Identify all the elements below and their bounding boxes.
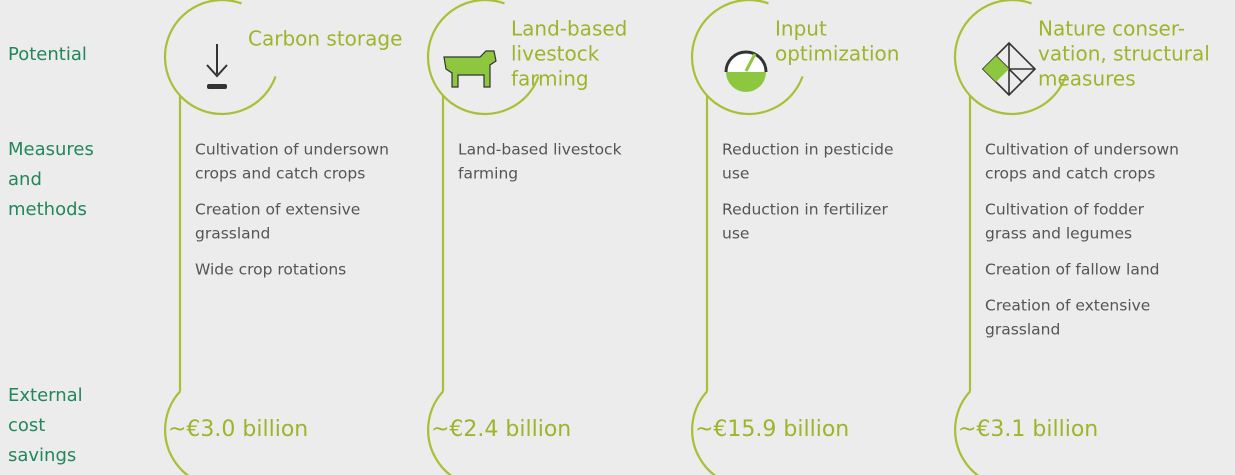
top-ring [690,0,804,116]
icon-cow [443,50,497,88]
row-label: methods [8,199,87,220]
icon-nature [981,41,1037,97]
column-title: optimization [775,42,899,66]
icon-cow-body [443,50,497,88]
icon-needle [744,53,757,72]
bottom-ring [691,390,717,475]
row-label: Measures [8,139,94,160]
measure: Wide crop rotations [195,261,346,279]
top-ring [426,0,540,116]
row-label: Potential [8,44,87,65]
column-title: farming [511,67,589,91]
measure: Creation of extensive [195,201,360,219]
measure: Reduction in fertilizer [722,201,889,219]
savings: ~€2.4 billion [431,417,571,442]
measure: farming [458,165,518,183]
row-label: and [8,169,42,190]
column-title: measures [1038,67,1136,91]
measure: grass and legumes [985,225,1132,243]
measure: grassland [195,225,270,243]
column-title: Nature conser- [1038,17,1185,41]
icon-carbon [206,44,228,89]
bottom-ring [427,390,453,475]
column-title: Land-based [511,17,627,41]
icon-gauge [724,50,768,92]
top-ring [953,0,1067,116]
column-title: vation, structural [1038,42,1210,66]
savings: ~€3.1 billion [958,417,1098,442]
measure: Creation of extensive [985,297,1150,315]
measure: Cultivation of fodder [985,201,1145,219]
savings: ~€15.9 billion [695,417,849,442]
icon-gauge-bottom [726,72,766,92]
measure: crops and catch crops [985,165,1155,183]
measure: Cultivation of undersown [985,141,1179,159]
row-label: cost [8,415,45,436]
savings: ~€3.0 billion [168,417,308,442]
column-title: Input [775,17,827,41]
bottom-ring [954,390,980,475]
measure: use [722,165,749,183]
measure: Creation of fallow land [985,261,1160,279]
bottom-ring [164,390,190,475]
icon-leaf [983,56,1009,82]
measure: Cultivation of undersown [195,141,389,159]
measure: use [722,225,749,243]
icon-gauge-top [724,50,768,73]
row-label: External [8,385,83,406]
measure: Reduction in pesticide [722,141,894,159]
top-ring [163,0,277,116]
measure: Land-based livestock [458,141,622,159]
row-label: savings [8,445,76,466]
measure: grassland [985,321,1060,339]
measure: crops and catch crops [195,165,365,183]
column-title: Carbon storage [248,27,402,51]
column-title: livestock [511,42,600,66]
icon-bar [207,84,227,89]
icon-arrow [206,44,228,78]
